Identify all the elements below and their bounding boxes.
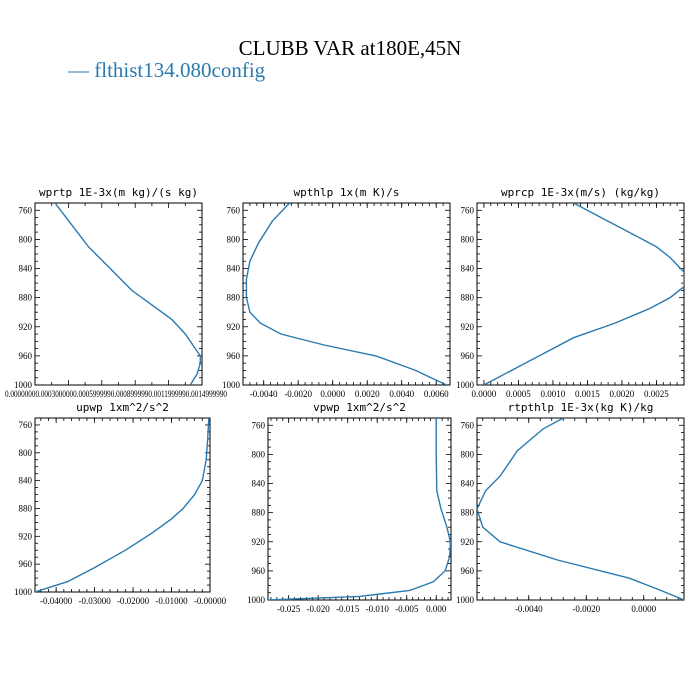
x-tick-label: -0.03000 [78,596,111,606]
x-tick-label: 0.0000 [631,604,656,614]
plot-frame [242,202,451,386]
x-tick-label: -0.02000 [117,596,150,606]
series-line [35,418,210,592]
series-line [245,203,447,385]
y-tick-label: 920 [19,531,33,541]
plot-frame [476,417,685,601]
y-tick-label: 800 [252,449,266,459]
x-tick-label: 0.0010 [541,389,566,399]
subplot-title: wpthlp 1x(m K)/s [294,186,400,199]
subplot-2: wpthlp 1x(m K)/s 760 800 840 880 920 960 1000 -0… [222,186,451,399]
y-tick-label: 920 [227,322,241,332]
y-tick-label: 960 [461,566,475,576]
plot-frame [34,417,211,593]
plot-frame [267,417,452,601]
x-tick-label: -0.015 [336,604,360,614]
subplot-title: wprtp 1E-3x(m kg)/(s kg) [39,186,198,199]
y-tick-label: 840 [19,476,33,486]
y-tick-label: 800 [19,234,33,244]
y-tick-label: 1000 [222,380,241,390]
x-tick-label: 0.0000 [320,389,345,399]
y-tick-label: 880 [461,293,475,303]
x-tick-label: -0.0020 [572,604,600,614]
x-tick-label: 0.0040 [389,389,414,399]
y-tick-label: 800 [19,448,33,458]
x-tick-label: 0.0000 [472,389,497,399]
y-tick-label: 960 [19,351,33,361]
y-tick-label: 760 [19,205,33,215]
x-tick-label: -0.010 [366,604,390,614]
subplot-5: vpwp 1xm^2/s^2 760 800 840 880 920 960 1000 -0.0… [247,401,452,614]
subplot-title: vpwp 1xm^2/s^2 [313,401,406,414]
subplot-4: upwp 1xm^2/s^2 760 800 840 880 920 960 1000 -0.0… [14,401,227,606]
y-tick-label: 760 [19,420,33,430]
subplot-title: wprcp 1E-3x(m/s) (kg/kg) [501,186,660,199]
y-tick-label: 840 [461,479,475,489]
y-tick-label: 840 [252,479,266,489]
series-line [477,418,684,600]
subplot-6: rtpthlp 1E-3x(kg K)/kg 760 800 840 880 920 960… [456,401,685,614]
y-tick-label: 800 [461,234,475,244]
y-tick-label: 840 [227,264,241,274]
y-tick-label: 1000 [14,587,33,597]
subplot-title: rtpthlp 1E-3x(kg K)/kg [508,401,654,414]
series-line [483,203,684,385]
y-tick-label: 960 [252,566,266,576]
y-tick-label: 880 [19,293,33,303]
legend: — flthist134.080config [68,58,265,83]
y-tick-label: 760 [227,205,241,215]
x-tick-label: -0.025 [277,604,301,614]
x-tick-label: -0.0020 [284,389,312,399]
x-tick-labels-overlapping: 0.00000000.0003000000.0005999990.0008999… [5,389,227,399]
subplot-title: upwp 1xm^2/s^2 [76,401,169,414]
plot-frame [34,202,203,386]
y-tick-label: 920 [461,537,475,547]
legend-line-icon: — [68,58,89,82]
subplot-3: wprcp 1E-3x(m/s) (kg/kg) 760 800 840 880 920 9… [456,186,685,399]
y-tick-label: 760 [461,205,475,215]
subplot-1: wprtp 1E-3x(m kg)/(s kg) 760 800 840 880 920 9… [5,186,227,399]
y-tick-label: 1000 [247,595,266,605]
x-tick-label: 0.0005 [506,389,531,399]
y-tick-label: 840 [19,264,33,274]
x-tick-label: 0.0015 [575,389,600,399]
x-tick-label: -0.0040 [250,389,278,399]
y-tick-label: 800 [227,234,241,244]
x-tick-label: -0.020 [307,604,331,614]
y-tick-label: 880 [227,293,241,303]
figure-title: CLUBB VAR at180E,45N [238,36,462,60]
y-tick-label: 880 [461,508,475,518]
y-tick-label: 880 [252,508,266,518]
y-tick-label: 840 [461,264,475,274]
x-tick-label: -0.01000 [155,596,188,606]
x-tick-label: 0.0020 [610,389,635,399]
x-tick-label: -0.00000 [194,596,227,606]
y-tick-label: 960 [19,559,33,569]
x-tick-label: -0.0040 [515,604,543,614]
legend-label: flthist134.080config [94,58,266,82]
y-tick-label: 1000 [14,380,33,390]
y-tick-label: 800 [461,449,475,459]
y-tick-label: 880 [19,503,33,513]
x-tick-label: -0.005 [395,604,419,614]
plot-frame [476,202,685,386]
x-tick-label: 0.000 [426,604,447,614]
series-line [54,203,202,385]
y-tick-label: 1000 [456,380,475,390]
x-tick-label: 0.0025 [644,389,669,399]
y-tick-label: 920 [19,322,33,332]
y-tick-label: 960 [461,351,475,361]
y-tick-label: 920 [252,537,266,547]
x-tick-label: 0.0020 [355,389,380,399]
y-tick-label: 760 [252,420,266,430]
x-tick-label: 0.0060 [424,389,449,399]
x-tick-label: -0.04000 [40,596,73,606]
y-tick-label: 760 [461,420,475,430]
series-line [268,418,451,600]
y-tick-label: 920 [461,322,475,332]
y-tick-label: 1000 [456,595,475,605]
y-tick-label: 960 [227,351,241,361]
